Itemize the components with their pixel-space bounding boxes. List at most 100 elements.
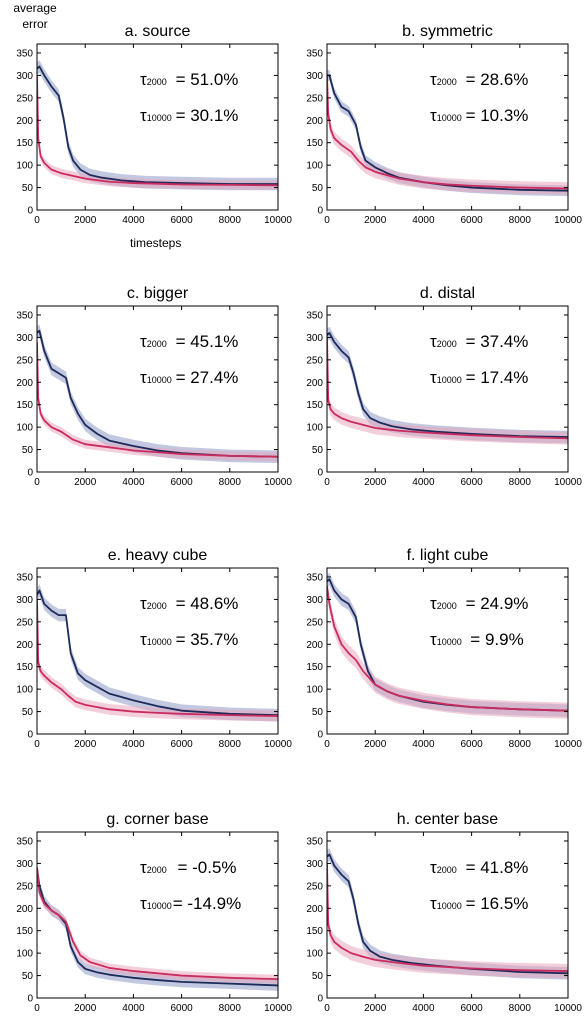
chart-title: g. corner base [106, 811, 208, 828]
x-axis-label: timesteps [130, 236, 182, 250]
axes-frame [36, 831, 279, 999]
y-tick-label: 50 [22, 445, 34, 456]
series-band [37, 70, 278, 190]
annotation-label: τ10000 [140, 630, 172, 649]
x-tick-label: 0 [34, 477, 40, 488]
annotation-label: τ2000 [140, 858, 167, 877]
x-tick-label: 2000 [74, 1003, 97, 1014]
x-tick-label: 2000 [364, 739, 387, 750]
axes-frame [36, 43, 279, 211]
series-line [327, 337, 568, 440]
y-tick-label: 200 [16, 640, 33, 651]
x-tick-label: 8000 [219, 1003, 242, 1014]
y-tick-label: 0 [27, 206, 33, 217]
series-band [327, 577, 568, 719]
y-tick-label: 100 [306, 949, 323, 960]
series-line [37, 329, 278, 458]
annotation-value: = 37.4% [466, 332, 529, 351]
y-tick-label: 100 [16, 423, 33, 434]
x-tick-label: 4000 [122, 477, 145, 488]
series-line [37, 341, 278, 458]
annotation-value: = 28.6% [466, 70, 529, 89]
chart-title: d. distal [420, 285, 475, 302]
axes-frame [36, 567, 279, 735]
y-tick-label: 250 [16, 93, 33, 104]
annotation-value: = 30.1% [176, 106, 239, 125]
annotation-value: = 41.8% [466, 858, 529, 877]
y-tick-label: 200 [306, 116, 323, 127]
annotation-label: τ2000 [140, 594, 167, 613]
y-tick-label: 0 [317, 730, 323, 741]
plot-area [327, 69, 568, 197]
annotation-label: τ10000 [140, 106, 172, 125]
y-tick-label: 250 [306, 881, 323, 892]
y-tick-label: 350 [16, 310, 33, 321]
x-tick-label: 2000 [364, 477, 387, 488]
annotation-label: τ10000 [430, 106, 462, 125]
y-tick-label: 150 [306, 400, 323, 411]
chart-panel: e. heavy cube 0 50 100 150 200 250 300 350 0 2000 4… [16, 547, 292, 750]
x-tick-label: 0 [324, 477, 330, 488]
y-tick-label: 250 [306, 617, 323, 628]
series-band [327, 69, 568, 195]
x-tick-label: 10000 [554, 739, 582, 750]
chart-panel: g. corner base 0 50 100 150 200 250 300 350 0 2000… [16, 811, 292, 1014]
x-tick-label: 6000 [170, 477, 193, 488]
x-tick-label: 10000 [554, 477, 582, 488]
x-tick-label: 0 [324, 739, 330, 750]
series-band [327, 856, 568, 979]
x-tick-label: 10000 [264, 1003, 292, 1014]
x-tick-label: 2000 [364, 1003, 387, 1014]
x-tick-label: 4000 [412, 739, 435, 750]
x-tick-label: 0 [34, 215, 40, 226]
x-tick-label: 10000 [264, 215, 292, 226]
y-tick-label: 100 [306, 161, 323, 172]
y-tick-label: 50 [22, 707, 34, 718]
chart-panel: a. source 0 50 100 150 200 250 300 350 0 2000 4000 6… [16, 23, 292, 226]
annotation-label: τ10000 [430, 368, 462, 387]
y-tick-label: 350 [16, 48, 33, 59]
y-tick-label: 350 [16, 572, 33, 583]
y-tick-label: 200 [16, 378, 33, 389]
x-tick-label: 2000 [364, 215, 387, 226]
y-tick-label: 100 [306, 423, 323, 434]
x-tick-label: 2000 [74, 215, 97, 226]
series-line [327, 332, 568, 438]
chart-panel: f. light cube 0 50 100 150 200 250 300 350 0 2000 4… [306, 547, 582, 750]
y-tick-label: 300 [16, 595, 33, 606]
axes-frame [36, 305, 279, 473]
y-tick-label: 200 [16, 116, 33, 127]
y-tick-label: 50 [312, 445, 324, 456]
y-tick-label: 50 [22, 971, 34, 982]
x-tick-label: 10000 [264, 477, 292, 488]
series-line [37, 589, 278, 717]
annotation-value: = 16.5% [466, 894, 529, 913]
y-tick-label: 150 [306, 138, 323, 149]
x-tick-label: 10000 [264, 739, 292, 750]
y-tick-label: 50 [312, 707, 324, 718]
chart-title: f. light cube [407, 547, 489, 564]
annotation-value: = -0.5% [177, 858, 236, 877]
y-tick-label: 150 [16, 400, 33, 411]
y-tick-label: 100 [16, 685, 33, 696]
y-tick-label: 350 [306, 48, 323, 59]
y-tick-label: 200 [306, 640, 323, 651]
y-tick-label: 300 [306, 333, 323, 344]
y-tick-label: 200 [306, 904, 323, 915]
x-tick-label: 4000 [412, 477, 435, 488]
plot-area [37, 324, 278, 464]
y-axis-label: average error [0, 0, 70, 32]
series-band [37, 324, 278, 464]
x-tick-label: 10000 [554, 1003, 582, 1014]
y-tick-label: 0 [317, 468, 323, 479]
annotation-value: = -14.9% [173, 894, 242, 913]
y-tick-label: 0 [27, 730, 33, 741]
x-tick-label: 4000 [412, 215, 435, 226]
x-tick-label: 8000 [509, 1003, 532, 1014]
x-tick-label: 10000 [554, 215, 582, 226]
plot-area [327, 572, 568, 719]
annotation-label: τ2000 [430, 858, 457, 877]
y-tick-label: 350 [306, 572, 323, 583]
y-tick-label: 150 [306, 926, 323, 937]
x-tick-label: 0 [324, 215, 330, 226]
